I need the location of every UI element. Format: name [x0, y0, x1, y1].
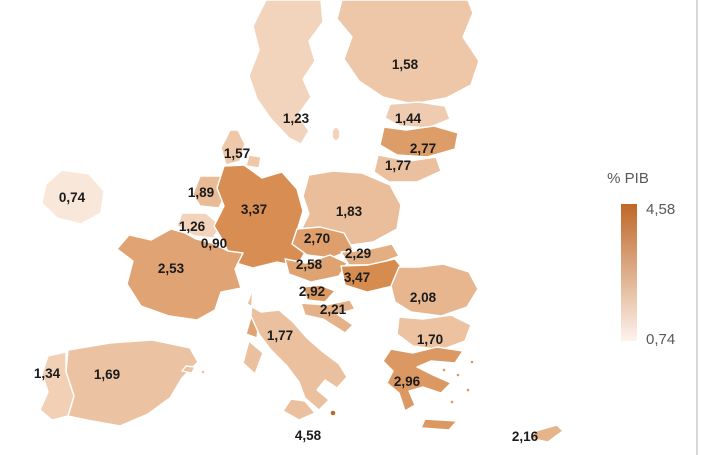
country-finland[interactable] — [336, 0, 480, 105]
country-greece-island[interactable] — [449, 399, 455, 405]
country-sweden-gotland[interactable] — [331, 126, 341, 142]
country-greece-island[interactable] — [441, 367, 447, 373]
value-label-sweden: 1,23 — [283, 111, 310, 126]
value-label-luxembourg: 0,90 — [201, 236, 227, 251]
country-spain-balearics[interactable] — [181, 365, 196, 374]
country-sweden[interactable] — [248, 0, 324, 145]
value-label-portugal: 1,34 — [34, 366, 61, 381]
value-label-latvia: 2,77 — [410, 141, 436, 156]
country-greece-island[interactable] — [465, 387, 471, 393]
value-label-hungary: 3,47 — [344, 270, 370, 285]
value-label-poland: 1,83 — [336, 204, 363, 219]
country-italy-sardinia[interactable] — [242, 340, 264, 375]
country-estonia[interactable] — [384, 101, 451, 129]
value-label-finland: 1,58 — [392, 57, 419, 72]
country-slovakia[interactable] — [340, 243, 400, 266]
country-greece-island[interactable] — [469, 359, 475, 365]
country-greece-crete[interactable] — [420, 418, 458, 431]
country-france[interactable] — [116, 228, 244, 321]
legend-title: % PIB — [607, 170, 649, 187]
value-label-estonia: 1,44 — [395, 111, 422, 126]
country-ireland[interactable] — [41, 169, 105, 225]
country-denmark[interactable] — [220, 129, 246, 166]
value-label-slovenia: 2,92 — [299, 284, 325, 299]
value-label-malta: 4,58 — [295, 428, 322, 443]
value-label-austria: 2,58 — [296, 257, 323, 272]
value-label-germany: 3,37 — [241, 202, 267, 217]
value-label-belgium: 1,26 — [179, 219, 206, 234]
value-label-slovakia: 2,29 — [345, 246, 371, 261]
legend-min-label: 0,74 — [646, 331, 675, 348]
value-label-netherlands: 1,89 — [188, 185, 214, 200]
country-spain-balearic-island[interactable] — [200, 369, 206, 375]
value-label-romania: 2,08 — [410, 290, 437, 305]
country-portugal[interactable] — [39, 351, 75, 421]
value-label-croatia: 2,21 — [320, 302, 347, 317]
value-label-ireland: 0,74 — [59, 190, 86, 205]
country-poland[interactable] — [300, 170, 402, 247]
country-spain[interactable] — [65, 339, 199, 427]
country-italy-sicily[interactable] — [282, 398, 316, 421]
value-label-italy: 1,77 — [267, 328, 293, 343]
country-denmark-zealand[interactable] — [245, 154, 262, 169]
value-label-bulgaria: 1,70 — [417, 332, 443, 347]
legend-gradient-bar — [621, 204, 637, 341]
value-label-greece: 2,96 — [394, 374, 421, 389]
country-latvia[interactable] — [379, 125, 459, 158]
country-belgium[interactable] — [176, 212, 222, 239]
value-label-spain: 1,69 — [94, 367, 120, 382]
country-italy[interactable] — [246, 288, 348, 411]
country-romania[interactable] — [390, 263, 479, 317]
country-malta[interactable] — [329, 409, 337, 417]
value-label-france: 2,53 — [158, 261, 185, 276]
country-cyprus[interactable] — [528, 424, 564, 443]
country-greece[interactable] — [382, 346, 464, 412]
value-label-lithuania: 1,77 — [385, 158, 411, 173]
value-label-czechia: 2,70 — [304, 231, 330, 246]
country-lithuania[interactable] — [373, 154, 442, 183]
country-croatia[interactable] — [300, 299, 356, 334]
legend-max-label: 4,58 — [646, 201, 675, 218]
country-slovenia[interactable] — [302, 284, 336, 303]
country-bulgaria[interactable] — [396, 314, 472, 351]
value-label-cyprus: 2,16 — [512, 429, 539, 444]
value-label-denmark: 1,57 — [224, 146, 250, 161]
country-greece-island[interactable] — [455, 372, 461, 378]
